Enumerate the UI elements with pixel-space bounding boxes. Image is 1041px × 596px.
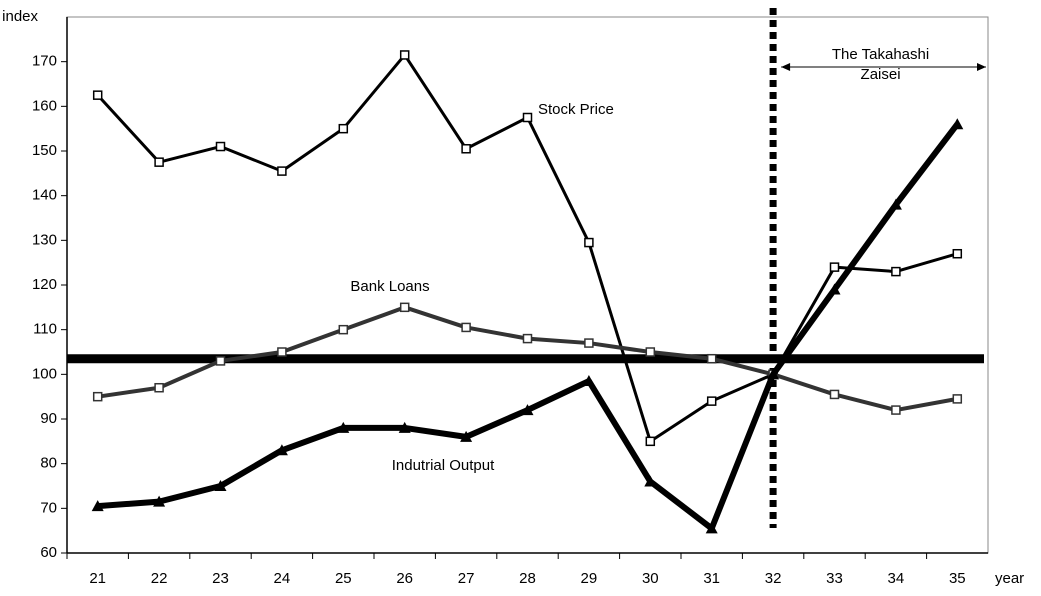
y-tick-label: 100 (32, 365, 57, 382)
y-tick-label: 110 (33, 321, 57, 338)
marker (398, 421, 411, 433)
marker (706, 353, 717, 364)
x-axis-label: year (995, 570, 1024, 587)
marker (277, 166, 287, 176)
marker (584, 237, 594, 248)
x-tick-label: 31 (703, 570, 720, 587)
x-tick-label: 33 (826, 570, 843, 587)
marker (829, 262, 840, 272)
x-tick-label: 27 (458, 570, 475, 587)
series-label: Indutrial Output (392, 457, 495, 474)
y-tick-label: 80 (40, 455, 57, 472)
marker (215, 141, 226, 152)
marker (215, 356, 226, 366)
x-tick-label: 26 (396, 570, 413, 587)
y-tick-label: 150 (32, 142, 57, 159)
marker (952, 394, 963, 404)
x-tick-label: 24 (274, 570, 291, 587)
marker (91, 500, 104, 512)
marker (522, 112, 533, 123)
arrow-head (977, 63, 986, 71)
marker (277, 347, 287, 357)
x-tick-label: 30 (642, 570, 659, 587)
marker (153, 495, 166, 507)
arrow-head (781, 63, 791, 71)
marker (891, 266, 901, 277)
plot-frame (66, 16, 989, 554)
marker (399, 50, 410, 60)
marker (889, 198, 902, 210)
marker (275, 444, 288, 456)
marker (584, 338, 594, 348)
marker (645, 436, 656, 447)
x-tick-label: 35 (949, 570, 966, 587)
marker (154, 157, 164, 167)
x-tick-label: 21 (89, 570, 106, 587)
marker (522, 333, 533, 344)
marker (338, 324, 349, 335)
marker (829, 389, 840, 400)
y-tick-label: 170 (32, 53, 57, 70)
y-tick-label: 140 (32, 187, 57, 204)
y-tick-label: 60 (40, 544, 57, 561)
x-tick-label: 25 (335, 570, 352, 587)
x-tick-label: 29 (581, 570, 598, 587)
y-tick-label: 160 (32, 97, 57, 114)
marker (154, 382, 164, 393)
marker (521, 404, 534, 416)
y-tick-label: 120 (32, 276, 57, 293)
marker (582, 375, 595, 387)
marker (92, 391, 103, 402)
series-label: Stock Price (538, 101, 614, 118)
y-tick-label: 70 (40, 499, 57, 516)
marker (214, 480, 227, 491)
marker (644, 475, 657, 487)
y-tick-label: 130 (32, 231, 57, 248)
x-tick-label: 23 (212, 570, 229, 587)
x-tick-label: 34 (888, 570, 905, 587)
marker (460, 430, 473, 442)
marker (891, 405, 901, 415)
marker (399, 302, 410, 313)
series-line (97, 122, 960, 532)
marker (951, 118, 964, 130)
marker (338, 123, 349, 134)
marker (705, 522, 718, 534)
marker (952, 248, 963, 259)
marker (337, 421, 350, 433)
marker (645, 347, 656, 357)
annotation: The Takahashi Zaisei (832, 46, 929, 83)
marker (461, 144, 471, 154)
y-axis-label: index (2, 8, 38, 25)
series-label: Bank Loans (350, 278, 429, 295)
marker (706, 396, 717, 406)
marker (461, 322, 471, 333)
y-tick-label: 90 (40, 410, 57, 427)
marker (828, 283, 841, 295)
marker (92, 90, 103, 100)
x-tick-label: 22 (151, 570, 168, 587)
x-tick-label: 32 (765, 570, 782, 587)
marker (767, 368, 780, 380)
x-tick-label: 28 (519, 570, 536, 587)
